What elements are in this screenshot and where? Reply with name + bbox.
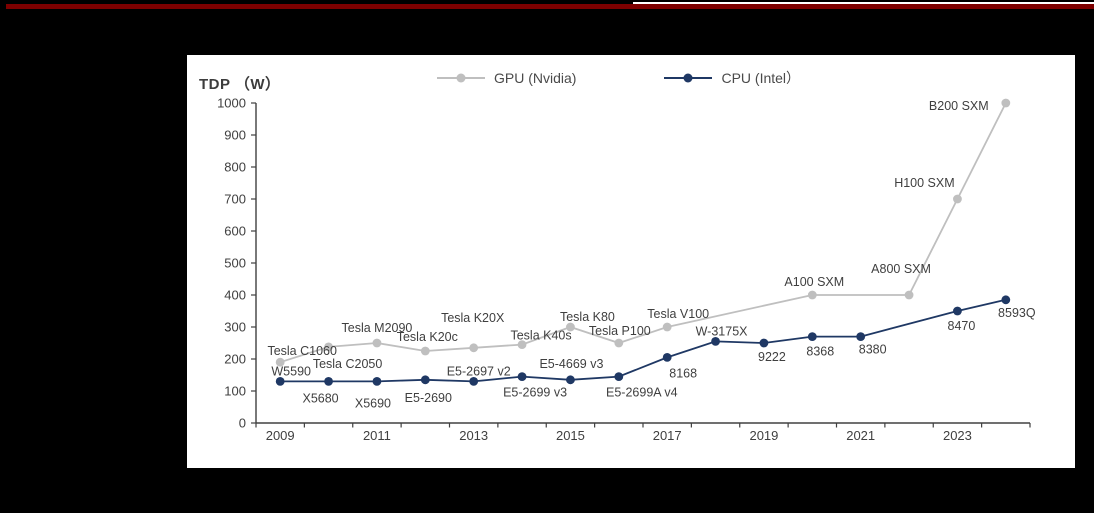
gpu-point-2023	[953, 194, 962, 204]
x-tick-label: 2015	[556, 428, 585, 443]
cpu-point-2013	[469, 377, 479, 386]
legend-item-gpu: GPU (Nvidia)	[437, 70, 576, 86]
cpu-point-label-2015: E5-4669 v3	[539, 357, 603, 371]
cpu-point-2015	[566, 375, 575, 385]
y-tick-label: 200	[224, 352, 246, 367]
gpu-point-label-2016: Tesla P100	[589, 324, 651, 338]
y-tick-label: 800	[224, 160, 246, 175]
cpu-point-2018	[711, 337, 720, 346]
cpu-point-label-2023: 8470	[948, 319, 976, 333]
cpu-point-label-2018: W-3175X	[696, 324, 749, 338]
cpu-point-2011	[372, 377, 382, 386]
gpu-point-2013	[469, 343, 479, 353]
gpu-point-label-2014: Tesla K40s	[510, 329, 571, 343]
cpu-point-label-2012: E5-2690	[405, 391, 452, 405]
cpu-point-label-2013: E5-2697 v2	[447, 364, 511, 378]
gpu-point-label-2020: A100 SXM	[784, 275, 844, 289]
gpu-point-2022	[904, 290, 914, 300]
gpu-point-label-2015: Tesla K80	[560, 310, 615, 324]
x-tick-label: 2023	[943, 428, 972, 443]
y-tick-label: 300	[224, 320, 246, 335]
gpu-point-2009	[275, 357, 285, 367]
cpu-point-2016	[614, 372, 624, 381]
x-tick-label: 2017	[653, 428, 682, 443]
cpu-point-label-2024: 8593Q	[998, 306, 1036, 320]
cpu-point-2024	[1001, 295, 1011, 305]
x-tick-label: 2013	[459, 428, 488, 443]
gpu-point-2015	[566, 322, 575, 332]
legend-line-marker-icon	[437, 73, 485, 83]
cpu-point-label-2014: E5-2699 v3	[503, 386, 567, 400]
x-tick-label: 2009	[266, 428, 295, 443]
legend-dot-icon	[683, 73, 693, 83]
gpu-point-label-2010: Tesla C2050	[313, 357, 383, 371]
y-tick-label: 700	[224, 192, 246, 207]
cpu-point-2019	[759, 338, 769, 348]
legend-label: CPU (Intel）	[721, 70, 801, 86]
legend-label: GPU (Nvidia)	[494, 70, 577, 86]
legend-line-marker-icon	[664, 73, 713, 83]
chart-panel: TDP （W） GPU (Nvidia) CPU (Intel） 0 100 200 3…	[187, 55, 1075, 468]
y-tick-label: 1000	[217, 96, 246, 111]
cpu-point-2023	[953, 306, 962, 316]
gpu-point-label-2024: B200 SXM	[929, 99, 989, 113]
top-red-bar	[6, 4, 1094, 9]
gpu-point-2020	[807, 290, 817, 300]
cpu-point-label-2009: W5590	[271, 364, 311, 378]
cpu-point-2017	[662, 353, 672, 362]
gpu-point-label-2009: Tesla C1060	[267, 344, 337, 358]
cpu-point-2014	[517, 372, 527, 381]
y-tick-label: 0	[239, 416, 246, 431]
cpu-point-label-2016: E5-2699A v4	[606, 386, 678, 400]
gpu-point-2017	[662, 322, 672, 332]
y-tick-label: 900	[224, 128, 246, 143]
cpu-point-2020	[807, 332, 817, 341]
cpu-point-2010	[324, 377, 333, 386]
cpu-point-label-2020: 8368	[806, 345, 834, 359]
y-tick-label: 600	[224, 224, 246, 239]
cpu-point-label-2021: 8380	[859, 343, 887, 357]
x-tick-label: 2019	[749, 428, 778, 443]
tdp-line-chart: 0 100 200 300 400 500 600 700 800 900 1000 2009 2011…	[217, 96, 1036, 444]
gpu-point-2024	[1001, 98, 1011, 108]
gpu-point-label-2023: H100 SXM	[894, 176, 954, 190]
gpu-point-2012	[420, 346, 430, 356]
legend-item-cpu: CPU (Intel）	[664, 68, 800, 88]
gpu-point-label-2011: Tesla M2090	[342, 321, 413, 335]
cpu-point-2009	[275, 377, 285, 386]
y-tick-label: 400	[224, 288, 246, 303]
top-white-line	[633, 2, 1094, 4]
x-tick-label: 2011	[363, 428, 391, 443]
legend-dot-icon	[456, 73, 466, 83]
cpu-point-2012	[420, 375, 430, 385]
cpu-point-label-2019: 9222	[758, 350, 786, 364]
cpu-series-line	[280, 298, 1007, 383]
x-tick-label: 2021	[846, 428, 875, 443]
y-tick-label: 100	[224, 384, 246, 399]
gpu-point-label-2012: Tesla K20c	[397, 330, 458, 344]
cpu-point-2021	[856, 332, 866, 341]
gpu-point-label-2013: Tesla K20X	[441, 311, 505, 325]
cpu-point-label-2017: 8168	[669, 366, 697, 380]
y-tick-label: 500	[224, 256, 246, 271]
gpu-point-2014	[517, 340, 527, 349]
chart-legend: GPU (Nvidia) CPU (Intel）	[437, 68, 800, 88]
gpu-point-2016	[614, 338, 624, 348]
gpu-point-2010	[324, 342, 333, 352]
gpu-point-label-2017: Tesla V100	[647, 307, 709, 321]
cpu-point-label-2010: X5680	[302, 391, 338, 405]
gpu-point-label-2022: A800 SXM	[871, 262, 931, 276]
gpu-point-2011	[372, 338, 382, 348]
cpu-point-label-2011: X5690	[355, 396, 391, 410]
chart-title: TDP （W）	[199, 76, 281, 93]
